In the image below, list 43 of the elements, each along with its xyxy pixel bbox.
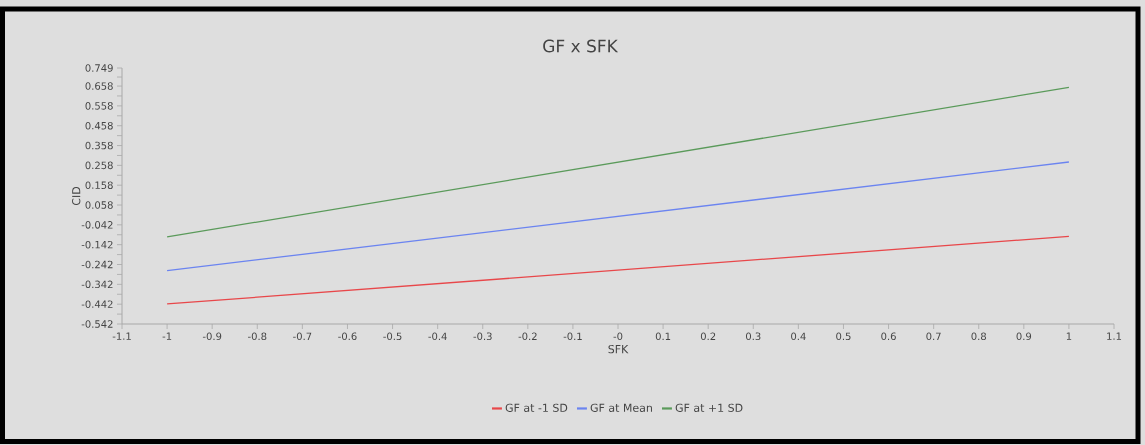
y-tick-label: 0.658 — [85, 82, 113, 90]
x-tick-label: -0.8 — [248, 332, 267, 341]
x-tick-label: -0.9 — [202, 332, 222, 341]
x-tick-label: 0.1 — [655, 332, 671, 341]
y-tick-label: 0.558 — [85, 102, 113, 110]
x-tick-label: 0.6 — [881, 332, 896, 341]
x-tick-label: -0.3 — [473, 332, 492, 341]
y-tick-label: 0.358 — [85, 141, 113, 150]
x-tick-label: -0.1 — [563, 332, 582, 341]
x-tick-label: 1 — [1066, 332, 1072, 340]
x-tick-label: -0.5 — [383, 332, 402, 341]
y-tick-label: -0.442 — [81, 300, 113, 308]
y-tick-label: 0.749 — [85, 64, 113, 72]
legend-label: GF at -1 SD — [505, 403, 568, 412]
y-tick-label: -0.142 — [81, 240, 113, 249]
x-tick-label: 0.5 — [836, 332, 851, 341]
y-tick-label: -0.342 — [81, 280, 113, 289]
y-tick-label: -0.542 — [81, 320, 113, 328]
x-tick-label: 0.4 — [791, 332, 806, 341]
y-axis-title: CID — [72, 186, 81, 206]
x-tick-label: 0.7 — [926, 332, 941, 341]
y-tick-label: 0.258 — [85, 161, 113, 170]
legend-label: GF at +1 SD — [675, 403, 743, 412]
y-tick-label: -0.042 — [81, 221, 113, 229]
x-tick-label: 0.2 — [700, 332, 716, 341]
x-tick-label: 0.9 — [1016, 332, 1032, 341]
chart-title: GF x SFK — [543, 39, 619, 53]
x-tick-label: 0.3 — [745, 332, 761, 341]
x-tick-label: -1 — [162, 332, 172, 340]
x-tick-label: -0 — [613, 332, 623, 341]
x-tick-label: -0.6 — [338, 332, 357, 341]
y-tick-label: 0.158 — [85, 181, 113, 189]
x-tick-label: -0.2 — [518, 332, 537, 341]
y-tick-label: -0.242 — [81, 260, 113, 269]
x-axis-title: SFK — [608, 344, 629, 354]
x-tick-label: 0.8 — [971, 332, 986, 341]
x-tick-label: 1.1 — [1107, 332, 1122, 340]
x-tick-label: -0.4 — [428, 332, 447, 341]
x-tick-label: -0.7 — [293, 332, 312, 341]
legend-label: GF at Mean — [590, 403, 652, 412]
y-tick-label: 0.458 — [85, 121, 113, 130]
y-tick-label: 0.058 — [85, 201, 113, 209]
x-tick-label: -1.1 — [112, 332, 131, 340]
